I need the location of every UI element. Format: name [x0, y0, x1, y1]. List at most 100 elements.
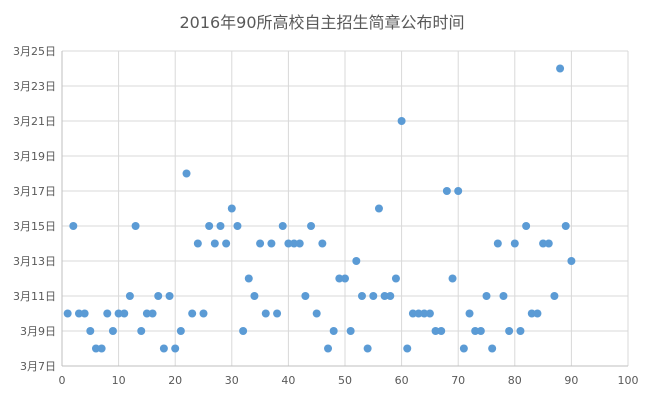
- data-point: [374, 204, 383, 213]
- data-point: [335, 274, 344, 283]
- data-point: [341, 274, 349, 283]
- data-point: [488, 344, 497, 353]
- data-point: [290, 239, 299, 248]
- data-point: [318, 239, 327, 248]
- data-point: [301, 292, 310, 300]
- x-tick-label: 50: [338, 374, 352, 387]
- data-point: [561, 222, 570, 230]
- data-point: [182, 169, 191, 178]
- data-point: [154, 292, 163, 300]
- y-tick-label: 3月25日: [13, 45, 56, 58]
- data-point: [550, 292, 559, 300]
- data-point: [414, 309, 423, 318]
- data-point: [493, 239, 502, 248]
- data-point: [386, 292, 395, 300]
- data-point: [567, 257, 576, 265]
- data-point: [148, 309, 157, 318]
- data-point: [199, 309, 208, 318]
- data-point: [329, 327, 338, 335]
- data-point: [91, 344, 100, 353]
- y-tick-label: 3月17日: [13, 185, 56, 198]
- data-point: [442, 187, 451, 195]
- x-tick-label: 20: [168, 374, 182, 387]
- data-point: [295, 239, 304, 248]
- data-point: [425, 309, 434, 318]
- x-tick-label: 80: [508, 374, 522, 387]
- data-point: [454, 187, 463, 195]
- data-point: [516, 327, 525, 335]
- data-point: [171, 344, 180, 353]
- x-tick-label: 30: [225, 374, 239, 387]
- data-point: [544, 239, 553, 248]
- data-point: [244, 274, 253, 283]
- data-point: [408, 309, 417, 318]
- x-tick-label: 10: [112, 374, 126, 387]
- data-point: [437, 327, 446, 335]
- data-point: [233, 222, 242, 230]
- data-point: [448, 274, 457, 283]
- data-point: [510, 239, 519, 248]
- data-point: [482, 292, 491, 300]
- data-point: [131, 222, 140, 230]
- y-tick-label: 3月15日: [13, 220, 56, 233]
- data-point: [471, 327, 480, 335]
- data-point: [114, 309, 123, 318]
- axes: [61, 51, 628, 367]
- y-tick-labels: 3月7日 3月9日 3月11日 3月13日 3月15日 3月17日 3月19日 3月21日 3月…: [13, 45, 56, 373]
- data-point: [108, 327, 117, 335]
- data-point: [120, 309, 129, 318]
- data-point: [103, 309, 112, 318]
- data-point: [397, 117, 406, 125]
- data-point: [465, 309, 474, 318]
- data-point: [222, 239, 231, 248]
- y-tick-label: 3月13日: [13, 255, 56, 268]
- x-tick-label: 40: [281, 374, 295, 387]
- data-point: [391, 274, 400, 283]
- y-tick-label: 3月7日: [20, 360, 56, 373]
- chart-title: 2016年90所高校自主招生简章公布时间: [179, 13, 464, 32]
- data-point: [278, 222, 287, 230]
- data-point: [459, 344, 468, 353]
- data-point: [284, 239, 293, 248]
- data-point: [324, 344, 333, 353]
- x-tick-label: 90: [564, 374, 578, 387]
- data-point: [125, 292, 134, 300]
- data-point: [352, 257, 361, 265]
- data-point: [137, 327, 146, 335]
- data-point: [216, 222, 225, 230]
- data-point: [142, 309, 151, 318]
- data-point: [431, 327, 440, 335]
- data-point: [86, 327, 95, 335]
- data-point: [261, 309, 270, 318]
- data-point: [363, 344, 372, 353]
- data-point: [556, 64, 565, 73]
- data-point: [69, 222, 78, 230]
- data-point: [273, 309, 282, 318]
- data-point: [505, 327, 514, 335]
- data-point: [63, 309, 72, 318]
- data-point: [80, 309, 89, 318]
- data-point: [256, 239, 265, 248]
- x-tick-label: 60: [395, 374, 409, 387]
- data-point: [420, 309, 429, 318]
- data-point: [369, 292, 378, 300]
- data-point: [380, 292, 389, 300]
- data-point: [499, 292, 508, 300]
- data-point: [176, 327, 185, 335]
- data-point: [227, 204, 236, 213]
- data-point: [476, 327, 485, 335]
- data-point: [533, 309, 542, 318]
- data-point: [205, 222, 214, 230]
- data-point: [74, 309, 83, 318]
- data-point: [165, 292, 174, 300]
- y-tick-label: 3月11日: [13, 290, 56, 303]
- x-tick-label: 70: [451, 374, 465, 387]
- data-point: [239, 327, 248, 335]
- y-tick-label: 3月23日: [13, 80, 56, 93]
- data-point: [188, 309, 197, 318]
- data-point: [97, 344, 106, 353]
- x-tick-label: 100: [618, 374, 639, 387]
- data-point: [267, 239, 276, 248]
